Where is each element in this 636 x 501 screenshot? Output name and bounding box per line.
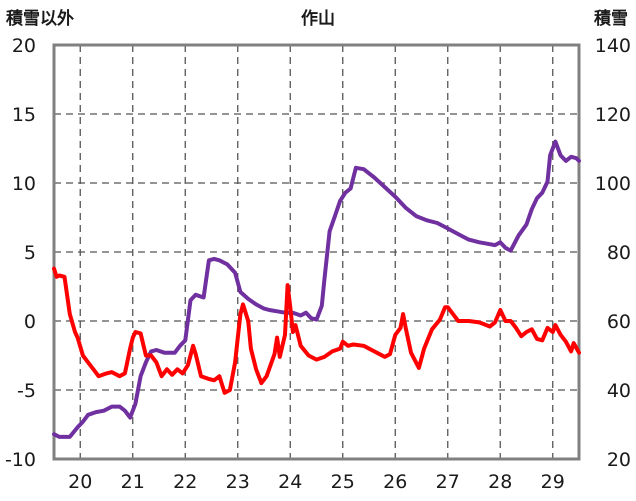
x-tick-label: 29 bbox=[541, 471, 565, 493]
x-tick-label: 28 bbox=[488, 471, 512, 493]
chart-title: 作山 bbox=[301, 8, 335, 29]
x-tick-label: 22 bbox=[173, 471, 197, 493]
x-tick-labels: 20 21 22 23 24 25 26 27 28 29 bbox=[68, 471, 565, 493]
left-axis-title: 積雪以外 bbox=[6, 8, 74, 29]
left-y-tick-labels: 20 15 10 5 0 -5 -10 bbox=[5, 35, 36, 471]
right-axis-title: 積雪 bbox=[594, 8, 628, 29]
right-y-tick-label: 140 bbox=[595, 35, 631, 57]
x-tick-label: 24 bbox=[278, 471, 302, 493]
right-y-tick-label: 20 bbox=[607, 449, 631, 471]
x-tick-label: 20 bbox=[68, 471, 92, 493]
left-y-tick-label: 15 bbox=[12, 104, 36, 126]
series-line-1 bbox=[52, 139, 581, 439]
x-tick-label: 27 bbox=[436, 471, 460, 493]
left-y-tick-label: 20 bbox=[12, 35, 36, 57]
right-y-tick-label: 120 bbox=[595, 104, 631, 126]
left-y-tick-label: 0 bbox=[24, 311, 36, 333]
right-y-tick-label: 40 bbox=[607, 380, 631, 402]
x-tick-label: 23 bbox=[226, 471, 250, 493]
grid-lines bbox=[54, 45, 579, 459]
x-tick-label: 25 bbox=[331, 471, 355, 493]
series-line-2 bbox=[52, 266, 581, 395]
series-layer bbox=[52, 139, 581, 439]
right-y-tick-label: 80 bbox=[607, 242, 631, 264]
plot-area-frame bbox=[52, 43, 581, 461]
left-y-tick-label: -10 bbox=[5, 449, 36, 471]
right-y-tick-label: 60 bbox=[607, 311, 631, 333]
left-y-tick-label: 10 bbox=[12, 173, 36, 195]
right-y-tick-labels: 140 120 100 80 60 40 20 bbox=[595, 35, 631, 471]
x-tick-label: 26 bbox=[383, 471, 407, 493]
x-tick-label: 21 bbox=[121, 471, 145, 493]
right-y-tick-label: 100 bbox=[595, 173, 631, 195]
left-y-tick-label: -5 bbox=[17, 380, 36, 402]
left-y-tick-label: 5 bbox=[24, 242, 36, 264]
